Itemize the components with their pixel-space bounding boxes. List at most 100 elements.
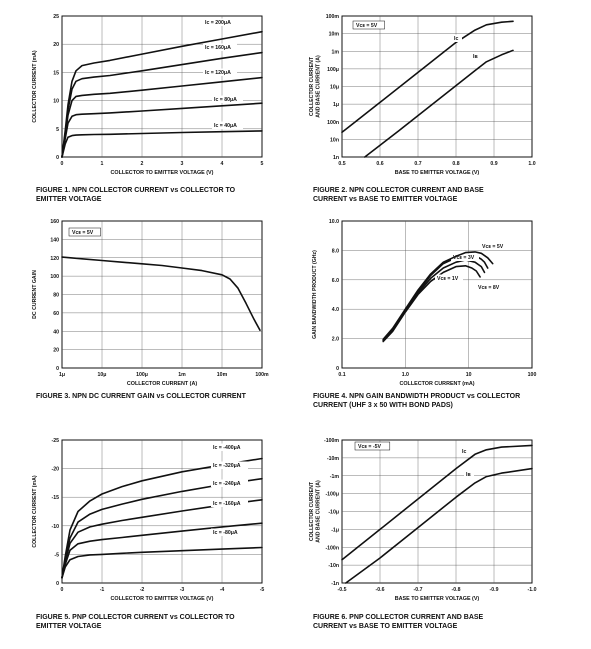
x-axis-label: COLLECTOR TO EMITTER VOLTAGE (V) [111, 596, 214, 602]
x-axis-label: BASE TO EMITTER VOLTAGE (V) [395, 170, 480, 176]
plot-frame [341, 220, 533, 369]
y-tick-label: 100 [50, 274, 59, 280]
y-axis-label: AND BASE CURRENT (A) [315, 55, 321, 118]
x-tick-label: -1.0 [528, 587, 537, 593]
series-label-bg [203, 68, 237, 76]
x-tick-label: 1.0 [528, 161, 535, 167]
x-tick-label: 10μ [98, 372, 107, 378]
annotation-box [352, 20, 385, 30]
series-label-bg [451, 253, 479, 261]
y-tick-label: 8.0 [332, 248, 339, 254]
x-tick-label: -0.8 [452, 587, 461, 593]
y-tick-label: -100m [324, 438, 339, 444]
chart-fig1: 0 1 2 3 4 5 0 5 10 15 20 25 COLLECTOR TO EMITTER VOL… [32, 14, 264, 176]
y-tick-label: -1μ [331, 527, 339, 533]
y-tick-label: 0 [336, 366, 339, 372]
chart-fig4: 0.1 1.0 10 100 0 2.0 4.0 6.0 8.0 10.0 COLLECTOR CU… [312, 219, 536, 387]
series-line [341, 444, 533, 561]
x-tick-label: 10m [217, 372, 228, 378]
y-tick-label: -25 [52, 438, 60, 444]
series-label-bg [452, 34, 462, 42]
series-line [61, 256, 261, 332]
series-label-bg [211, 499, 248, 507]
x-tick-label: 10 [466, 372, 472, 378]
y-tick-label: 1μ [333, 102, 339, 108]
y-tick-label: 1n [333, 155, 339, 161]
x-tick-label: 0.5 [338, 161, 345, 167]
series-label: Iʙ [466, 472, 471, 478]
y-tick-label: 10.0 [329, 219, 339, 225]
y-axis-label: COLLECTOR CURRENT [309, 481, 315, 541]
y-tick-label: 0 [56, 581, 59, 587]
series-label-bg [211, 443, 248, 451]
series-label: Iᴄ = -80μA [213, 530, 238, 536]
x-tick-label: 0 [61, 161, 64, 167]
figure-caption: FIGURE 1. NPN COLLECTOR CURRENT vs COLLE… [36, 187, 236, 203]
figure-caption: FIGURE 2. NPN COLLECTOR CURRENT AND BASE… [313, 187, 484, 203]
x-tick-label: -0.5 [338, 587, 347, 593]
series-label-bg [460, 447, 470, 455]
series-line [61, 102, 263, 158]
x-tick-label: 0.7 [414, 161, 421, 167]
x-axis-label: COLLECTOR CURRENT (A) [127, 381, 197, 387]
figure-caption: FIGURE 3. NPN DC CURRENT GAIN vs COLLECT… [36, 393, 246, 400]
x-tick-label: -2 [140, 587, 145, 593]
y-axis-label: DC CURRENT GAIN [32, 270, 38, 319]
y-tick-label: -5 [54, 552, 59, 558]
y-tick-label: 10μ [330, 85, 339, 91]
y-tick-label: 15 [53, 70, 59, 76]
y-tick-label: -20 [52, 467, 60, 473]
series-label-bg [211, 528, 245, 536]
y-tick-label: 140 [50, 237, 59, 243]
series-line [61, 477, 263, 579]
x-tick-label: 3 [181, 161, 184, 167]
series-label-bg [471, 52, 481, 60]
y-tick-label: -1n [331, 581, 339, 587]
y-tick-label: 5 [56, 127, 59, 133]
series-label: Vᴄᴇ = 5V [482, 244, 504, 250]
series-label-bg [203, 18, 237, 26]
y-tick-label: 120 [50, 256, 59, 262]
x-axis-label: BASE TO EMITTER VOLTAGE (V) [395, 596, 480, 602]
y-tick-label: -100n [325, 545, 339, 551]
series-line [382, 251, 494, 341]
series-label-bg [212, 121, 243, 129]
figure-caption: FIGURE 5. PNP COLLECTOR CURRENT vs COLLE… [36, 614, 235, 630]
x-tick-label: 0 [61, 587, 64, 593]
y-axis-label: COLLECTOR CURRENT [309, 56, 315, 116]
chart-fig2: 0.5 0.6 0.7 0.8 0.9 1.0 100m 10m 1m 100μ 10μ 1μ 100n… [309, 14, 536, 176]
y-tick-label: 160 [50, 219, 59, 225]
y-tick-label: -10 [52, 524, 60, 530]
annotation-box [68, 227, 101, 237]
series-label-bg [211, 461, 248, 469]
annotation-text: Vᴄᴇ = -5V [358, 444, 381, 450]
y-tick-label: 100m [326, 14, 340, 20]
x-tick-label: 0.1 [338, 372, 345, 378]
series-line [344, 467, 533, 584]
y-tick-label: 10 [53, 99, 59, 105]
series-label: Iᴄ = 80μA [214, 97, 237, 103]
y-tick-label: -15 [52, 495, 60, 501]
x-tick-label: 1 [101, 161, 104, 167]
x-tick-label: 100m [255, 372, 269, 378]
x-tick-label: 1.0 [402, 372, 409, 378]
y-tick-label: 100n [327, 120, 339, 126]
y-tick-label: 10m [329, 32, 340, 38]
y-tick-label: 25 [53, 14, 59, 20]
series-label: Iᴄ = 160μA [205, 45, 231, 51]
x-tick-label: -5 [260, 587, 265, 593]
y-tick-label: 0 [56, 366, 59, 372]
series-line [61, 522, 263, 579]
series-line [61, 76, 263, 158]
y-tick-label: 4.0 [332, 307, 339, 313]
series-label: Iᴄ = 200μA [205, 20, 231, 26]
series-line [61, 457, 263, 579]
annotation-text: Vᴄᴇ = 5V [72, 230, 94, 236]
x-tick-label: 100 [528, 372, 537, 378]
y-axis-label: COLLECTOR CURRENT (mA) [32, 475, 38, 548]
series-label-bg [211, 479, 248, 487]
y-tick-label: 6.0 [332, 278, 339, 284]
y-tick-label: 20 [53, 42, 59, 48]
